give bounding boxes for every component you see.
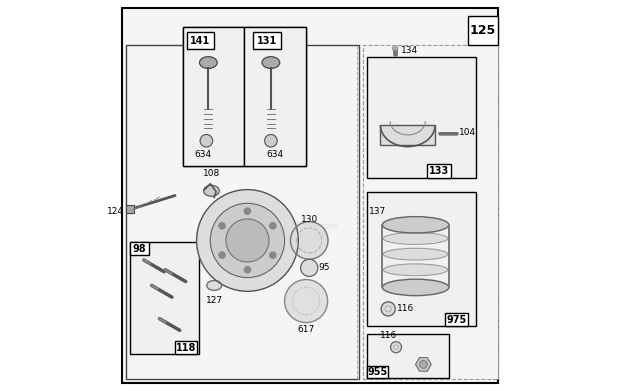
Ellipse shape <box>383 279 449 296</box>
Text: 634: 634 <box>194 150 211 159</box>
Ellipse shape <box>383 264 448 276</box>
Bar <box>468 16 498 45</box>
Bar <box>366 57 476 178</box>
Circle shape <box>290 222 328 259</box>
Circle shape <box>285 280 327 323</box>
Circle shape <box>244 208 250 214</box>
Text: 975: 975 <box>446 315 467 325</box>
Text: 118: 118 <box>175 343 196 353</box>
Ellipse shape <box>207 281 221 290</box>
Bar <box>244 27 306 166</box>
Text: 116: 116 <box>379 331 397 340</box>
Circle shape <box>381 302 395 316</box>
Bar <box>175 341 197 354</box>
Bar <box>130 242 149 255</box>
Ellipse shape <box>203 185 219 196</box>
Circle shape <box>244 267 250 273</box>
Ellipse shape <box>383 233 448 244</box>
Circle shape <box>391 342 402 353</box>
Text: 141: 141 <box>190 36 211 46</box>
Circle shape <box>219 252 225 258</box>
Text: 98: 98 <box>133 244 146 254</box>
Text: 617: 617 <box>298 325 315 334</box>
Bar <box>254 32 281 49</box>
Text: 634: 634 <box>266 150 283 159</box>
Bar <box>130 242 198 354</box>
Circle shape <box>200 135 213 147</box>
Bar <box>183 27 244 166</box>
Ellipse shape <box>392 46 398 50</box>
Text: 95: 95 <box>319 263 330 273</box>
Bar <box>366 334 449 378</box>
Text: 116: 116 <box>397 304 414 314</box>
Circle shape <box>197 190 298 291</box>
Circle shape <box>219 223 225 229</box>
Ellipse shape <box>200 57 217 68</box>
Bar <box>126 205 134 213</box>
Ellipse shape <box>262 57 280 68</box>
Text: eReplacementParts.com: eReplacementParts.com <box>236 222 338 231</box>
Bar <box>366 366 388 378</box>
Bar <box>381 125 435 145</box>
Text: 124: 124 <box>107 206 124 216</box>
Circle shape <box>210 203 285 278</box>
Bar <box>183 27 306 166</box>
Text: 134: 134 <box>401 45 418 55</box>
Bar <box>445 313 468 326</box>
Circle shape <box>270 223 276 229</box>
Text: 137: 137 <box>369 206 386 216</box>
Text: 131: 131 <box>257 36 277 46</box>
Bar <box>363 45 498 379</box>
Circle shape <box>420 361 427 368</box>
Bar <box>427 164 451 178</box>
Text: 130: 130 <box>301 215 318 224</box>
Ellipse shape <box>383 248 448 260</box>
Bar <box>126 45 359 379</box>
Circle shape <box>301 259 318 276</box>
Circle shape <box>226 219 269 262</box>
Bar <box>187 32 214 49</box>
Bar <box>366 192 476 326</box>
Text: 125: 125 <box>470 24 496 37</box>
Text: 133: 133 <box>429 166 449 176</box>
Ellipse shape <box>383 217 449 233</box>
Polygon shape <box>415 358 432 371</box>
Circle shape <box>270 252 276 258</box>
Text: 127: 127 <box>206 296 223 305</box>
Text: 955: 955 <box>367 367 388 377</box>
Circle shape <box>265 135 277 147</box>
Text: 104: 104 <box>459 128 476 138</box>
Text: 108: 108 <box>203 169 220 178</box>
